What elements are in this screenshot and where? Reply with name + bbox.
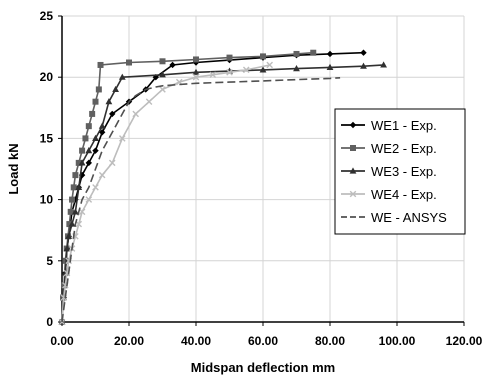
data-point [82, 135, 89, 142]
data-point [119, 135, 126, 142]
data-point [260, 53, 266, 60]
axes: 0.00 20.00 40.00 60.00 80.00 100.00 120.00 0 5 10… [40, 9, 483, 348]
data-point [360, 49, 367, 56]
data-point [85, 123, 92, 130]
data-point [360, 62, 367, 69]
data-point [169, 61, 176, 69]
data-point [72, 172, 79, 179]
x-tick-label: 100.00 [379, 334, 416, 348]
data-point [65, 232, 73, 239]
data-point [105, 98, 113, 105]
series-5 [61, 77, 341, 323]
data-point [66, 221, 73, 228]
data-point [326, 63, 334, 71]
data-point [159, 58, 166, 65]
data-point [98, 171, 106, 179]
data-point [159, 71, 166, 78]
y-tick-label: 0 [46, 315, 53, 329]
data-point [75, 220, 83, 228]
x-axis-label: Midspan deflection mm [191, 360, 335, 375]
data-point [85, 196, 93, 203]
data-point [75, 183, 83, 190]
x-tick-label: 80.00 [315, 334, 345, 348]
data-point [192, 59, 200, 66]
data-point [89, 110, 96, 117]
data-point [99, 129, 106, 136]
data-point [259, 66, 267, 73]
data-point [126, 59, 132, 66]
data-point [78, 208, 86, 216]
data-point [92, 134, 99, 141]
data-point [109, 110, 116, 118]
y-tick-label: 10 [40, 193, 54, 207]
data-point [69, 196, 76, 203]
data-point [293, 65, 300, 72]
legend-label: WE4 - Exp. [371, 187, 437, 202]
legend-label: WE - ANSYS [371, 210, 447, 225]
data-point [92, 184, 99, 191]
legend-item: WE1 - Exp. [341, 118, 437, 133]
legend-label: WE2 - Exp. [371, 141, 437, 156]
data-point [132, 110, 139, 118]
data-point [209, 71, 217, 79]
data-point [63, 244, 71, 252]
legend-item: WE2 - Exp. [341, 141, 437, 156]
data-point [68, 220, 76, 227]
data-point [349, 167, 357, 174]
series-line [61, 77, 341, 323]
x-tick-label: 0.00 [50, 334, 74, 348]
data-point [159, 86, 166, 93]
data-point [380, 61, 387, 68]
data-point [226, 69, 233, 76]
x-tick-label: 60.00 [248, 334, 278, 348]
legend-label: WE3 - Exp. [371, 164, 437, 179]
data-point [85, 147, 93, 154]
data-point [192, 73, 200, 81]
data-point [326, 50, 334, 58]
data-point [226, 54, 233, 61]
data-point [349, 121, 357, 129]
data-point [95, 86, 102, 93]
data-point [118, 73, 126, 80]
data-point [349, 190, 357, 198]
data-point [92, 147, 99, 154]
data-point [310, 49, 317, 56]
data-point [98, 122, 106, 129]
data-point [79, 147, 86, 154]
series-group [58, 49, 387, 326]
data-point [67, 208, 74, 215]
data-point [92, 98, 99, 105]
data-point [70, 184, 77, 191]
legend-item: WE3 - Exp. [341, 164, 437, 179]
data-point [350, 145, 356, 151]
data-point [112, 85, 119, 93]
data-point [85, 159, 92, 167]
data-point [78, 159, 86, 166]
data-point [193, 56, 199, 63]
y-tick-label: 25 [40, 9, 54, 23]
data-point [192, 68, 200, 75]
data-point [97, 61, 104, 68]
legend-item: WE4 - Exp. [341, 187, 437, 202]
y-axis-label: Load kN [6, 143, 21, 194]
data-point [75, 159, 82, 166]
x-tick-label: 20.00 [114, 334, 144, 348]
data-point [266, 61, 273, 69]
data-point [242, 66, 250, 74]
y-tick-label: 15 [40, 131, 54, 145]
legend-item: WE - ANSYS [341, 210, 447, 225]
legend: WE1 - Exp. WE2 - Exp. WE3 - Exp. WE4 - Exp.… [334, 108, 466, 235]
data-point [108, 159, 116, 167]
y-tick-label: 5 [46, 254, 53, 268]
x-tick-label: 40.00 [181, 334, 211, 348]
legend-label: WE1 - Exp. [371, 118, 437, 133]
data-point [72, 208, 79, 215]
data-point [293, 50, 300, 57]
y-tick-label: 20 [40, 70, 54, 84]
x-tick-label: 120.00 [446, 334, 483, 348]
data-point [145, 98, 153, 105]
